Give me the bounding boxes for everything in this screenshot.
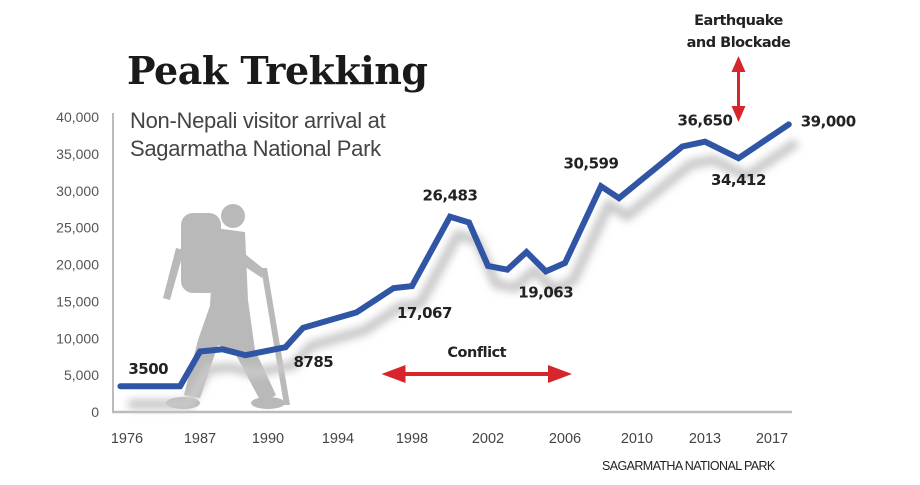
y-tick-label: 25,000 [56,220,99,236]
x-tick-label: 2002 [472,431,504,447]
chart-subtitle-line-1: Non-Nepali visitor arrival at [130,108,386,133]
data-label: 26,483 [423,187,478,205]
y-tick-label: 5,000 [64,367,99,383]
x-tick-label: 1990 [252,431,284,447]
earthquake-arrow-down-head [731,106,746,122]
y-tick-label: 35,000 [56,146,99,162]
earthquake-arrow-up-head [731,56,746,72]
x-tick-label: 1987 [184,431,216,447]
data-label: 19,063 [518,283,573,301]
y-tick-label: 15,000 [56,293,99,309]
conflict-arrow-left-head [381,365,406,383]
conflict-arrow-right-head [548,365,572,383]
x-tick-label: 2010 [621,431,653,447]
x-tick-label: 2006 [549,431,581,447]
data-label: 30,599 [564,154,619,172]
x-tick-label: 1998 [396,431,428,447]
data-label: 17,067 [397,304,452,322]
y-tick-label: 10,000 [56,330,99,346]
y-tick-label: 20,000 [56,257,99,273]
x-tick-label: 1976 [111,431,143,447]
earthquake-label: and Blockade [687,35,791,51]
data-label: 39,000 [801,112,856,130]
source-credit: SAGARMATHA NATIONAL PARK [602,459,775,473]
chart-title: Peak Trekking [127,48,428,93]
data-label: 36,650 [678,112,733,130]
x-tick-label: 2013 [689,431,721,447]
conflict-label: Conflict [447,345,506,361]
x-tick-label: 1994 [322,431,354,447]
y-tick-label: 0 [91,404,99,420]
data-label: 3500 [128,360,168,378]
chart-subtitle-line-2: Sagarmatha National Park [130,136,381,161]
x-tick-label: 2017 [756,431,788,447]
earthquake-label: Earthquake [694,13,783,29]
data-label: 8785 [294,353,334,371]
data-label: 34,412 [711,171,766,189]
y-tick-label: 40,000 [56,109,99,125]
y-tick-label: 30,000 [56,183,99,199]
